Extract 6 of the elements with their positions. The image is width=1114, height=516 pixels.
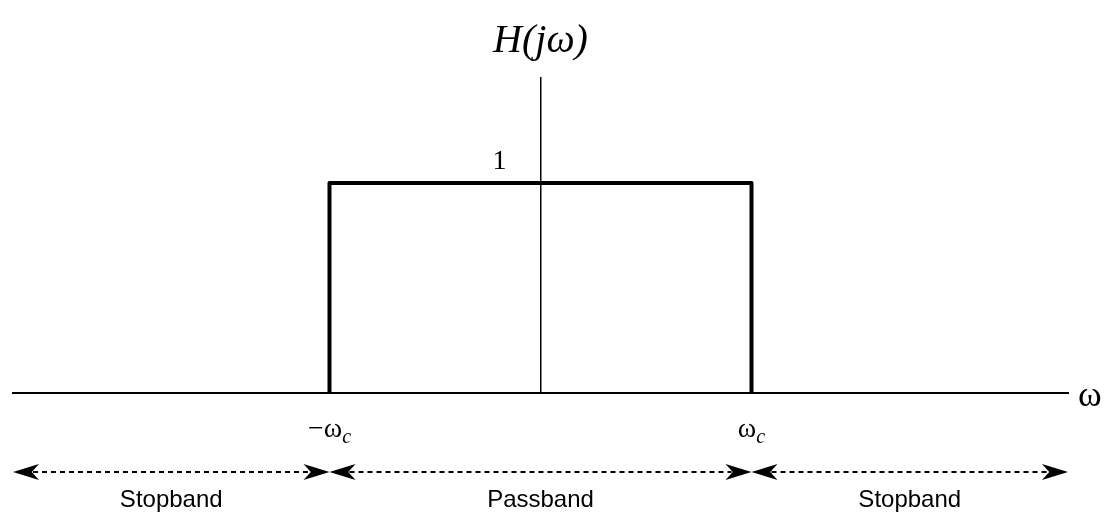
- text: Stopband: [119, 485, 223, 512]
- text: Passband: [487, 485, 594, 512]
- text: Stopband: [858, 485, 962, 512]
- y-axis-title: H(jω): [492, 16, 588, 61]
- x-axis-title: ω: [1078, 374, 1102, 414]
- annotation: 1: [492, 144, 507, 175]
